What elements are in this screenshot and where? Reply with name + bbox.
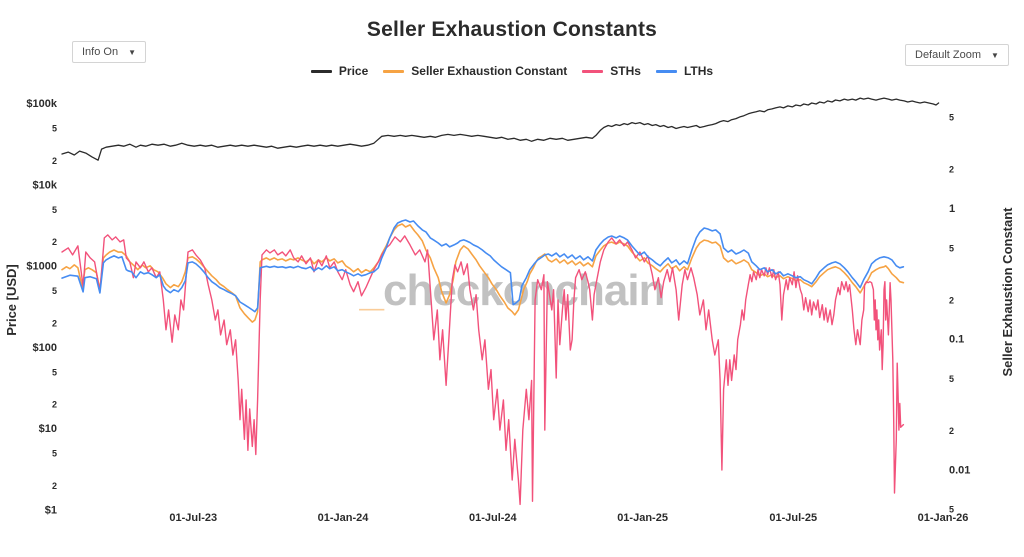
info-toggle-button[interactable]: Info On ▼ bbox=[72, 41, 146, 63]
y-left-tick-label: 5 bbox=[52, 367, 57, 377]
legend-item-sths[interactable]: STHs bbox=[582, 64, 641, 78]
x-tick-label: 01-Jan-24 bbox=[318, 512, 370, 524]
x-tick-label: 01-Jul-24 bbox=[469, 512, 518, 524]
y-left-tick-label: 2 bbox=[52, 237, 57, 247]
default-zoom-button[interactable]: Default Zoom ▼ bbox=[905, 44, 1009, 66]
page-title: Seller Exhaustion Constants bbox=[366, 18, 658, 41]
legend-swatch-seller_exhaustion_constant bbox=[383, 69, 405, 73]
y-left-tick-label: 5 bbox=[52, 286, 57, 296]
legend-label: LTHs bbox=[683, 64, 714, 78]
legend-item-seller_exhaustion_constant[interactable]: Seller Exhaustion Constant bbox=[383, 64, 567, 78]
legend-swatch-sths bbox=[582, 69, 604, 73]
x-tick-label: 01-Jan-26 bbox=[918, 512, 969, 524]
y-left-tick-label: 2 bbox=[52, 481, 57, 491]
y-left-tick-label: $100 bbox=[33, 342, 57, 354]
y-right-tick-label: 1 bbox=[949, 203, 955, 215]
y-left-tick-label: 5 bbox=[52, 123, 57, 133]
y-right-axis-title: Seller Exhaustion Constant bbox=[1000, 207, 1015, 377]
y-left-tick-label: $1 bbox=[45, 505, 57, 517]
legend: Price Seller Exhaustion Constant STHs LTHs bbox=[0, 64, 1024, 78]
series-line-lths[interactable] bbox=[61, 219, 905, 313]
y-left-tick-label: $1000 bbox=[26, 261, 57, 273]
legend-swatch-lths bbox=[655, 69, 677, 73]
y-left-tick-label: 2 bbox=[52, 156, 57, 166]
y-left-tick-label: $100k bbox=[26, 98, 57, 110]
y-left-tick-label: $10k bbox=[33, 179, 58, 191]
legend-item-lths[interactable]: LTHs bbox=[655, 64, 714, 78]
y-right-tick-label: 2 bbox=[949, 295, 954, 305]
legend-label: Seller Exhaustion Constant bbox=[411, 64, 568, 78]
caret-down-icon: ▼ bbox=[991, 50, 999, 60]
series-line-price[interactable] bbox=[61, 97, 940, 161]
default-zoom-label: Default Zoom bbox=[915, 49, 982, 61]
y-right-tick-label: 0.1 bbox=[949, 334, 964, 346]
legend-label: STHs bbox=[610, 64, 641, 78]
caret-down-icon: ▼ bbox=[128, 47, 136, 57]
y-left-tick-label: 2 bbox=[52, 318, 57, 328]
y-right-tick-label: 5 bbox=[949, 374, 954, 384]
y-right-tick-label: 0.01 bbox=[949, 464, 970, 476]
legend-swatch-price bbox=[310, 69, 332, 73]
y-right-tick-label: 5 bbox=[949, 505, 954, 515]
series-line-sths[interactable] bbox=[61, 234, 905, 506]
legend-label: Price bbox=[338, 64, 369, 78]
y-right-tick-label: 5 bbox=[949, 113, 954, 123]
legend-item-price[interactable]: Price bbox=[310, 64, 369, 78]
y-right-tick-label: 5 bbox=[949, 243, 954, 253]
y-left-tick-label: 2 bbox=[52, 400, 57, 410]
x-tick-label: 01-Jul-25 bbox=[769, 512, 817, 524]
y-left-tick-label: 5 bbox=[52, 205, 57, 215]
y-right-tick-label: 2 bbox=[949, 426, 954, 436]
y-left-tick-label: 5 bbox=[52, 449, 57, 459]
y-left-tick-label: $10 bbox=[39, 423, 57, 435]
series-line-seller_exhaustion_constant[interactable] bbox=[61, 223, 905, 323]
y-right-tick-label: 2 bbox=[949, 165, 954, 175]
x-tick-label: 01-Jan-25 bbox=[617, 512, 668, 524]
info-toggle-label: Info On bbox=[82, 46, 119, 58]
y-left-axis-title: Price [USD] bbox=[4, 264, 19, 336]
x-tick-label: 01-Jul-23 bbox=[169, 512, 217, 524]
